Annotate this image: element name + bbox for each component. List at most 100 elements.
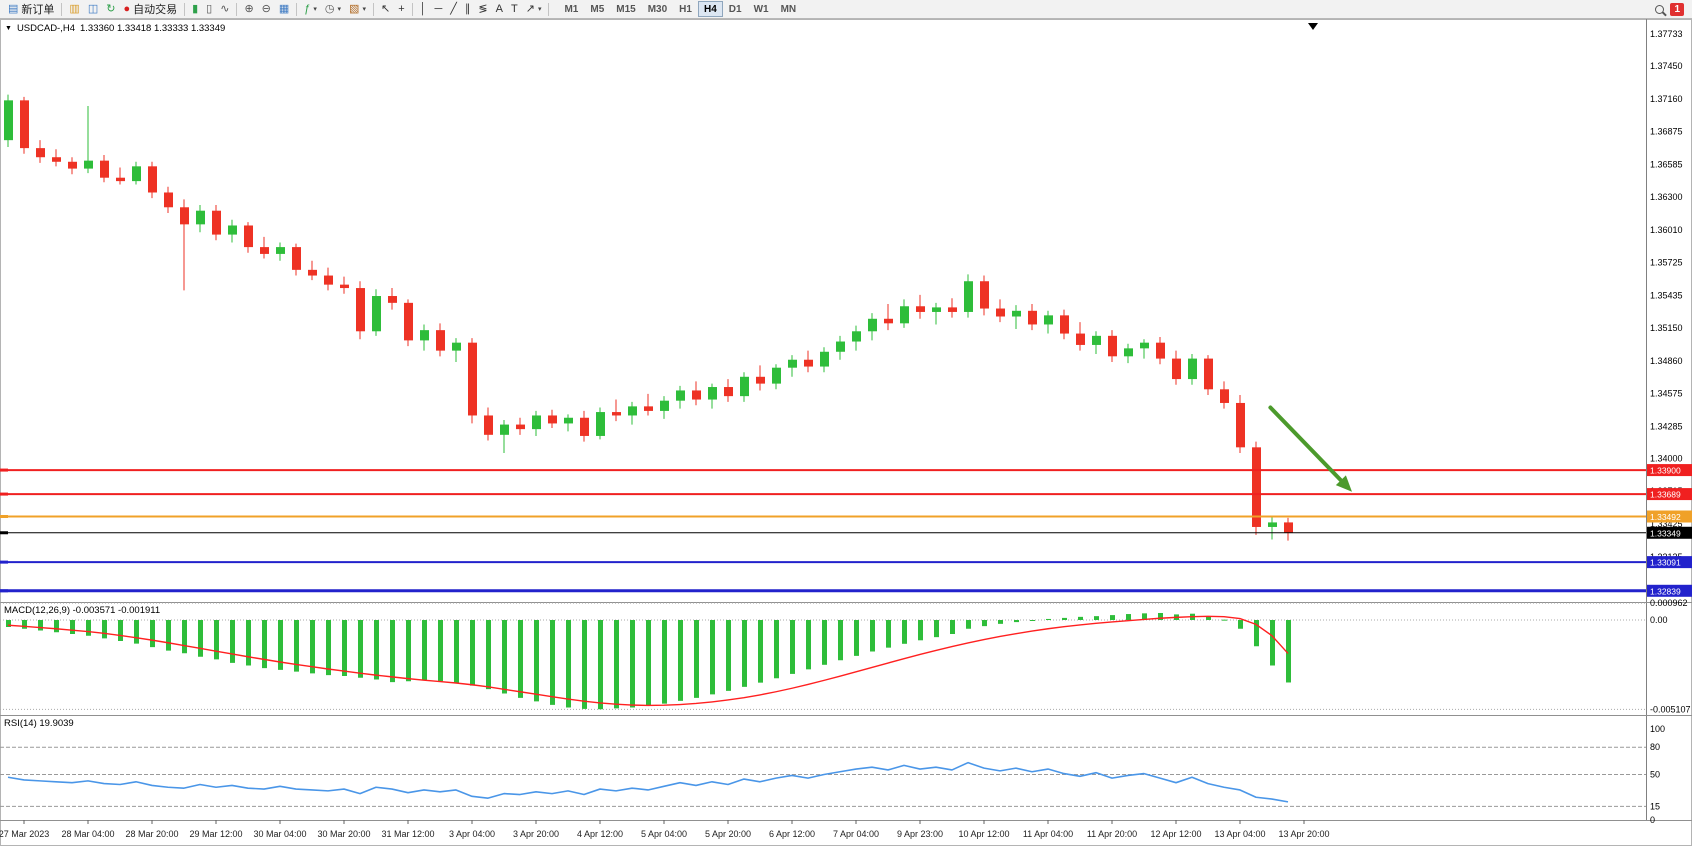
template-button[interactable]: ▧ ▾	[345, 1, 370, 18]
chart-shift-marker[interactable]	[1308, 23, 1318, 30]
candle	[356, 288, 365, 332]
symbol-dropdown-icon[interactable]: ▼	[5, 25, 12, 32]
profiles-button[interactable]: ◫	[84, 1, 102, 18]
line-anchor[interactable]	[0, 468, 8, 472]
macd-histogram-bar	[278, 620, 283, 670]
trend-arrow[interactable]	[1268, 405, 1352, 492]
macd-histogram-bar	[1094, 616, 1099, 620]
new-chart-button[interactable]: ▥	[65, 1, 83, 18]
bar-chart-button[interactable]: ▮	[188, 1, 202, 18]
rsi-panel: 100 80 50 15 0	[0, 724, 1665, 825]
channel-button[interactable]: ∥	[461, 1, 475, 18]
autotrading-button[interactable]: ● 自动交易	[119, 1, 181, 18]
line-chart-icon: ∿	[220, 2, 230, 15]
macd-histogram-bar	[630, 620, 635, 708]
fibonacci-button[interactable]: ≶	[474, 1, 491, 18]
search-icon[interactable]	[1655, 4, 1665, 14]
toolbar-separator	[236, 2, 238, 16]
time-axis[interactable]: 27 Mar 2023 28 Mar 04:00 28 Mar 20:00 29 Ma…	[0, 820, 1330, 839]
macd-histogram-bar	[678, 620, 683, 701]
chart-window-border	[0, 19, 1692, 846]
new-chart-icon: ▥	[69, 2, 80, 15]
time-axis-label: 28 Mar 20:00	[125, 829, 178, 839]
new-order-button[interactable]: ▤ 新订单	[4, 1, 58, 18]
timeframe-mn[interactable]: MN	[780, 4, 797, 15]
new-order-button-label: 新订单	[21, 4, 55, 16]
macd-histogram-bar	[742, 620, 747, 687]
time-axis-label: 10 Apr 12:00	[958, 829, 1009, 839]
candle	[1220, 389, 1229, 403]
macd-histogram-bar	[934, 620, 939, 638]
price-axis-label: 1.36010	[1650, 225, 1683, 235]
macd-histogram-bar	[182, 620, 187, 654]
candle	[1108, 335, 1117, 357]
macd-histogram-bar	[390, 620, 395, 683]
refresh-button[interactable]: ↻	[102, 1, 119, 18]
timeframe-m5[interactable]: M5	[590, 4, 605, 15]
time-axis-label: 31 Mar 12:00	[381, 829, 434, 839]
crosshair-button[interactable]: +	[394, 1, 408, 18]
period-button[interactable]: ◷ ▾	[321, 1, 345, 18]
tile-windows-button[interactable]: ▦	[275, 1, 293, 18]
cursor-button[interactable]: ↖	[377, 1, 394, 18]
timeframe-h4[interactable]: H4	[697, 1, 723, 17]
macd-histogram-bar	[966, 620, 971, 629]
macd-histogram-bar	[950, 620, 955, 634]
price-badge-label: 1.33900	[1650, 466, 1681, 476]
timeframe-m1[interactable]: M1	[564, 4, 579, 15]
line-chart-button[interactable]: ∿	[216, 1, 233, 18]
candle	[596, 412, 605, 436]
price-badge	[1647, 556, 1692, 569]
macd-histogram-bar	[822, 620, 827, 665]
macd-histogram-bar	[870, 620, 875, 652]
macd-histogram-bar	[358, 620, 363, 678]
price-axis-label: 1.34575	[1650, 388, 1683, 398]
candle	[1252, 447, 1261, 527]
candle	[1092, 335, 1101, 345]
macd-histogram-bar	[326, 620, 331, 676]
horizontal-line-button[interactable]: ─	[431, 1, 447, 18]
macd-histogram-bar	[246, 620, 251, 666]
arrows-button[interactable]: ↗ ▾	[522, 1, 546, 18]
candle	[708, 387, 717, 400]
line-anchor[interactable]	[0, 492, 8, 496]
indicators-button[interactable]: ƒ ▾	[300, 1, 321, 18]
line-anchor[interactable]	[0, 560, 8, 564]
timeframe-d1[interactable]: D1	[728, 4, 742, 15]
trendline-button[interactable]: ╱	[446, 1, 461, 18]
timeframe-w1[interactable]: W1	[753, 4, 769, 15]
candle	[1268, 522, 1277, 527]
macd-histogram-bar	[38, 620, 43, 631]
candle	[148, 166, 157, 193]
timeframe-h1[interactable]: H1	[679, 4, 692, 15]
macd-histogram-bar	[998, 620, 1003, 624]
notification-badge[interactable]: 1	[1670, 2, 1684, 16]
macd-histogram-bar	[726, 620, 731, 691]
timeframe-m15[interactable]: M15	[616, 4, 636, 15]
candle	[548, 415, 557, 424]
line-anchor[interactable]	[0, 514, 8, 518]
price-axis-label: 1.37450	[1650, 61, 1683, 71]
autotrading-icon: ●	[123, 2, 131, 15]
zoom-in-button[interactable]: ⊕	[240, 1, 257, 18]
candle	[948, 307, 957, 312]
vertical-line-button[interactable]: │	[416, 1, 431, 18]
line-anchor[interactable]	[0, 531, 8, 535]
line-anchor[interactable]	[0, 589, 8, 593]
timeframe-m30[interactable]: M30	[647, 4, 668, 15]
toolbar-separator	[296, 2, 298, 16]
period-icon: ◷	[324, 2, 335, 15]
price-badge-label: 1.32839	[1650, 586, 1681, 596]
macd-histogram-bar	[1286, 620, 1291, 683]
price-badge	[1647, 526, 1692, 539]
arrows-icon: ↗	[525, 2, 535, 15]
text-button[interactable]: A	[492, 1, 507, 18]
toolbar-separator	[548, 2, 550, 16]
template-icon: ▧	[349, 2, 360, 15]
text-label-button[interactable]: T	[507, 1, 522, 18]
zoom-out-button[interactable]: ⊖	[258, 1, 275, 18]
candlestick-button[interactable]: ▯	[202, 1, 216, 18]
macd-histogram-bar	[550, 620, 555, 705]
time-axis-label: 11 Apr 20:00	[1087, 829, 1137, 839]
